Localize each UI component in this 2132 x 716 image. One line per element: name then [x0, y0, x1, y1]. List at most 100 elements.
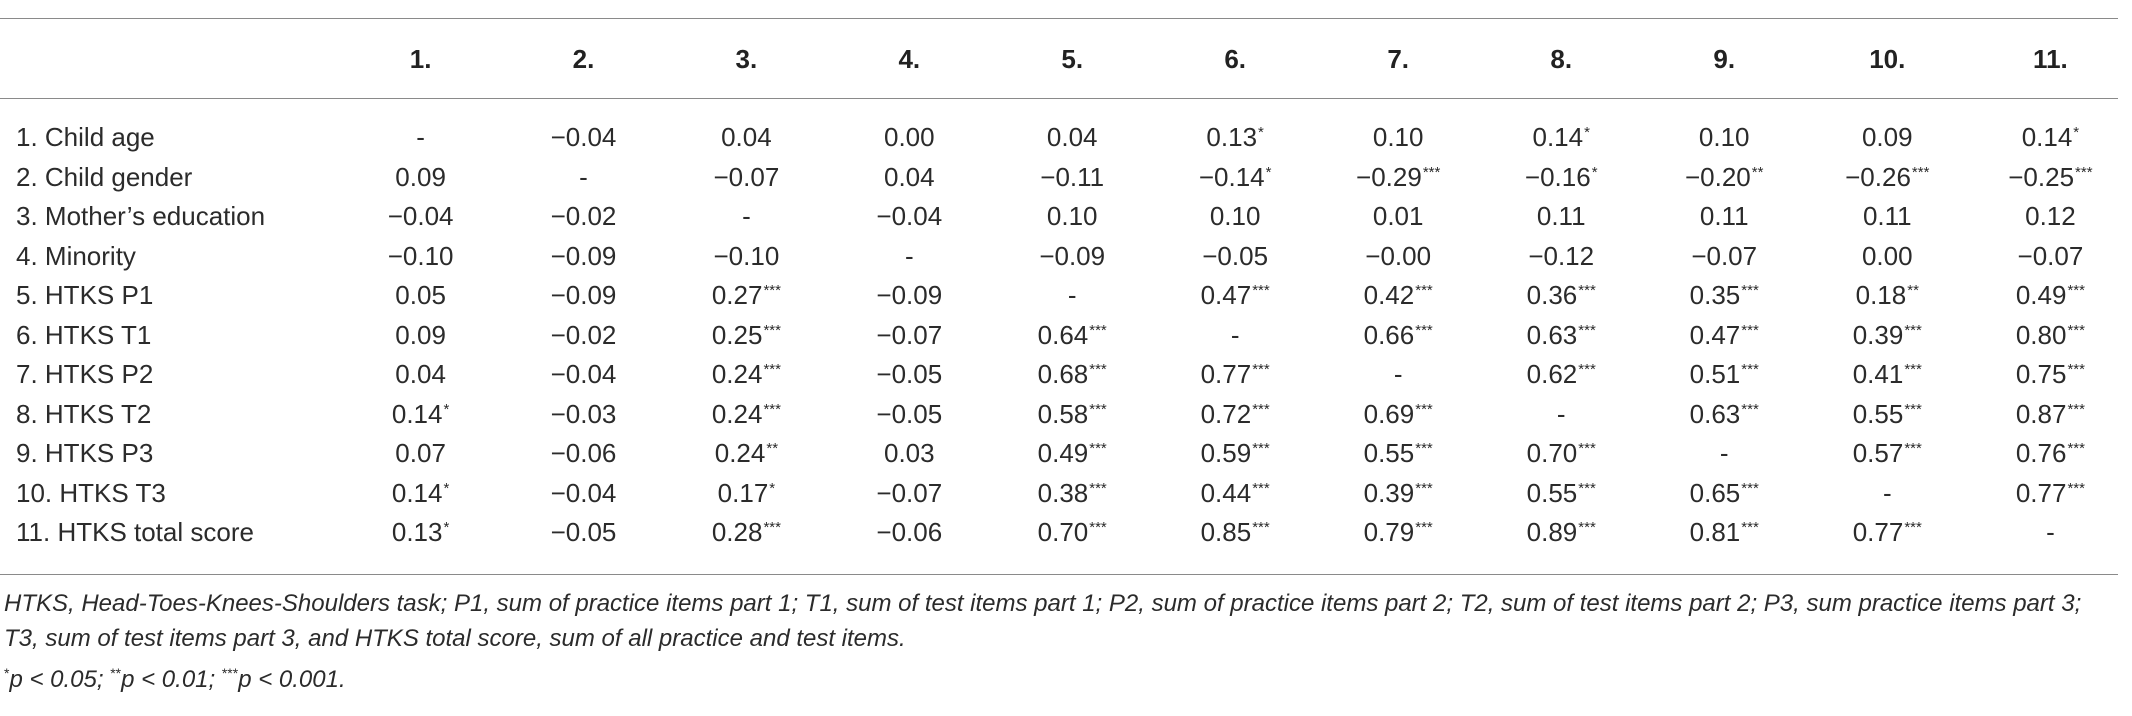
correlation-cell: 0.39*** [1317, 474, 1480, 514]
correlation-cell: −0.20** [1643, 158, 1806, 198]
significance-stars: *** [1578, 519, 1596, 537]
correlation-value: −0.04 [550, 122, 617, 153]
column-header: 10. [1869, 43, 1906, 74]
table-bottom-rule [0, 574, 2118, 575]
correlation-value: 0.63 [1689, 398, 1741, 429]
correlation-cell: 0.17* [665, 474, 828, 514]
correlation-cell: - [828, 237, 991, 277]
correlation-value: - [1556, 398, 1566, 429]
correlation-cell: - [991, 276, 1154, 316]
table-row: 2. Child gender 0.09- −0.07 0.04 −0.11 −0.14*… [0, 158, 2132, 198]
correlation-value: −0.03 [550, 398, 617, 429]
table-header-row: 1. 2. 3. 4. 5. 6. 7. 8. 9. 10. 11. [0, 20, 2132, 98]
significance-stars: *** [1415, 321, 1433, 339]
significance-stars: *** [763, 519, 781, 537]
table-row: 6. HTKS T1 0.09 −0.02 0.25*** −0.07 0.64*** -0… [0, 316, 2132, 356]
correlation-value: - [416, 122, 425, 153]
correlation-cell: 0.36*** [1480, 276, 1643, 316]
correlation-value: 0.66 [1363, 319, 1415, 350]
correlation-cell: - [339, 98, 502, 158]
significance-stars: *** [1904, 361, 1922, 379]
correlation-cell: 0.51*** [1643, 355, 1806, 395]
correlation-cell: −0.09 [502, 237, 665, 277]
correlation-value: −0.29 [1356, 161, 1422, 192]
correlation-value: 0.55 [1363, 438, 1415, 469]
correlation-cell: 0.35*** [1643, 276, 1806, 316]
correlation-value: −0.07 [2017, 240, 2084, 271]
correlation-cell: 0.09 [339, 158, 502, 198]
significance-stars: *** [1904, 400, 1922, 418]
correlation-value: 0.76 [2015, 438, 2067, 469]
correlation-value: 0.14 [2021, 122, 2073, 153]
correlation-cell: 0.14* [1480, 98, 1643, 158]
significance-stars: *** [1252, 440, 1270, 458]
correlation-value: −0.26 [1845, 161, 1911, 192]
correlation-cell: 0.76*** [1969, 434, 2132, 474]
table-row: 9. HTKS P3 0.07 −0.06 0.24** 0.03 0.49*** 0.59… [0, 434, 2132, 474]
significance-stars: *** [1904, 440, 1922, 458]
correlation-value: 0.39 [1852, 319, 1904, 350]
significance-stars: *** [1089, 440, 1107, 458]
correlation-cell: −0.04 [502, 98, 665, 158]
correlation-value: - [1230, 319, 1240, 350]
correlation-cell: −0.11 [991, 158, 1154, 198]
correlation-value: 0.10 [1372, 122, 1424, 153]
significance-stars: * [1265, 163, 1272, 181]
correlation-cell: 0.55*** [1806, 395, 1969, 435]
significance-stars: *** [2067, 400, 2085, 418]
correlation-cell: 0.81*** [1643, 513, 1806, 553]
correlation-cell: 0.72*** [1154, 395, 1317, 435]
correlation-cell: 0.10 [991, 197, 1154, 237]
correlation-cell: 0.79*** [1317, 513, 1480, 553]
correlation-value: 0.59 [1200, 438, 1252, 469]
correlation-value: 0.75 [2015, 359, 2067, 390]
correlation-value: 0.38 [1037, 477, 1089, 508]
correlation-cell: 0.85*** [1154, 513, 1317, 553]
correlation-value: 0.27 [711, 280, 763, 311]
correlation-value: 0.63 [1526, 319, 1578, 350]
correlation-value: 0.55 [1852, 398, 1904, 429]
column-header: 6. [1224, 43, 1246, 74]
correlation-cell: −0.05 [828, 395, 991, 435]
correlation-value: 0.72 [1200, 398, 1252, 429]
row-label: 10. HTKS T3 [16, 477, 166, 508]
row-label: 3. Mother’s education [16, 201, 266, 232]
significance-stars: ** [1907, 282, 1919, 300]
correlation-cell: 0.10 [1317, 98, 1480, 158]
correlation-value: −0.04 [876, 201, 943, 232]
significance-stars: *** [1578, 361, 1596, 379]
correlation-cell: −0.05 [828, 355, 991, 395]
correlation-cell: −0.09 [828, 276, 991, 316]
correlation-cell: 0.14* [1969, 98, 2132, 158]
correlation-cell: −0.02 [502, 316, 665, 356]
correlation-value: 0.55 [1526, 477, 1578, 508]
correlation-value: 0.39 [1363, 477, 1415, 508]
column-header: 3. [735, 43, 758, 74]
correlation-cell: −0.16* [1480, 158, 1643, 198]
correlation-value: 0.09 [1861, 122, 1913, 153]
significance-stars: *** [763, 400, 781, 418]
correlation-cell: 0.55*** [1317, 434, 1480, 474]
correlation-value: 0.81 [1689, 517, 1741, 548]
correlation-value: 0.65 [1689, 477, 1741, 508]
significance-stars: *** [1741, 479, 1759, 497]
correlation-cell: - [502, 158, 665, 198]
correlation-value: 0.07 [395, 438, 446, 469]
correlation-value: 0.77 [1200, 359, 1252, 390]
significance-stars: *** [1089, 479, 1107, 497]
correlation-cell: 0.10 [1154, 197, 1317, 237]
correlation-value: 0.51 [1689, 359, 1741, 390]
correlation-cell: 0.42*** [1317, 276, 1480, 316]
column-header: 7. [1387, 43, 1410, 74]
correlation-value: −0.04 [387, 201, 454, 232]
column-header: 11. [2033, 43, 2068, 74]
correlation-cell: - [1480, 395, 1643, 435]
correlation-value: −0.05 [876, 359, 943, 390]
correlation-cell: 0.49*** [991, 434, 1154, 474]
correlation-value: −0.02 [550, 201, 617, 232]
correlation-value: 0.10 [1046, 201, 1098, 232]
correlation-cell: −0.04 [502, 474, 665, 514]
significance-threshold: p < 0.01; [121, 666, 222, 693]
correlation-value: - [1719, 438, 1729, 469]
correlation-cell: 0.65*** [1643, 474, 1806, 514]
